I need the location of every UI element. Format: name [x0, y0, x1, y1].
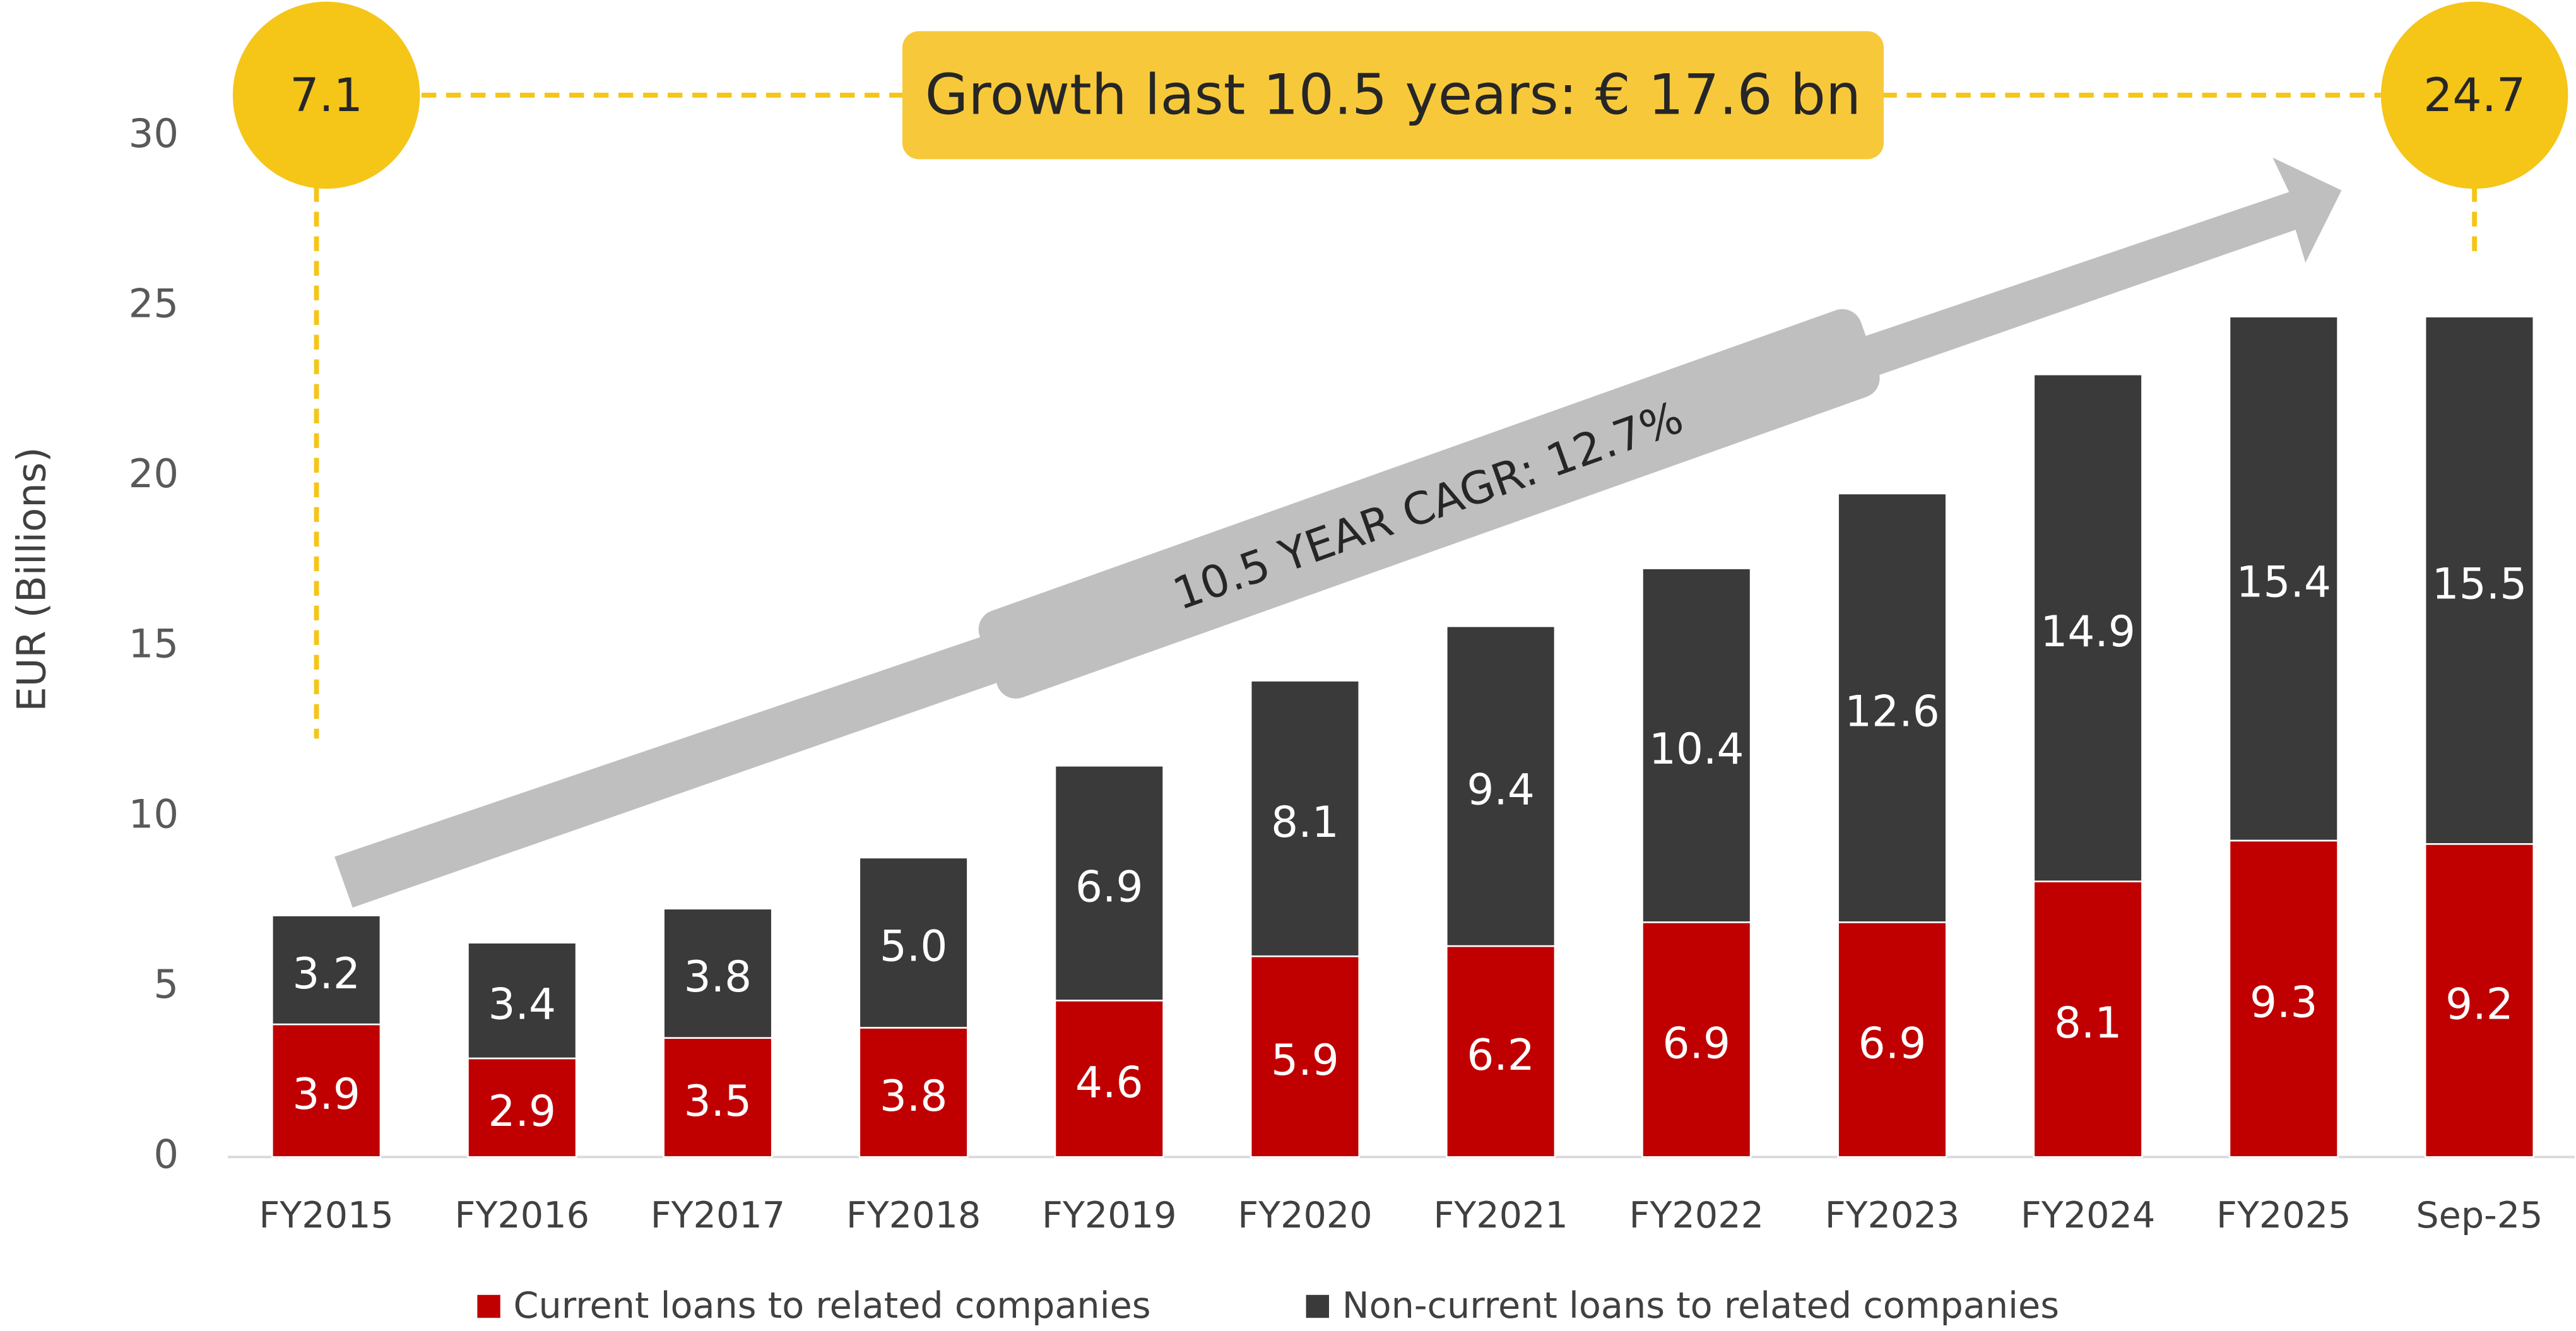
legend-swatch: [477, 1294, 500, 1318]
data-label: 4.6: [1075, 1057, 1143, 1107]
data-label: 8.1: [1271, 797, 1339, 847]
start-total: 7.1: [290, 69, 363, 122]
data-label: 6.9: [1858, 1018, 1927, 1068]
x-tick-label: FY2019: [1042, 1195, 1176, 1236]
y-tick-label: 0: [153, 1131, 179, 1177]
data-label: 3.8: [880, 1071, 948, 1121]
data-label: 2.9: [488, 1086, 557, 1136]
bar-segment: [663, 1037, 773, 1158]
data-label: 6.9: [1075, 861, 1143, 911]
data-label: 10.4: [1649, 724, 1744, 774]
data-label: 15.4: [2236, 557, 2332, 607]
start-circle: [232, 1, 420, 189]
data-label: 14.9: [2040, 606, 2136, 656]
bar-segment: [1641, 567, 1752, 923]
x-tick-label: FY2024: [2021, 1195, 2155, 1236]
bar-segment: [2228, 316, 2339, 842]
bar-segment: [1837, 921, 1947, 1158]
x-tick-label: Sep-25: [2416, 1195, 2543, 1236]
bar-segment: [2033, 373, 2143, 882]
data-label: 3.9: [292, 1069, 360, 1119]
end-circle: [2380, 1, 2568, 189]
data-label: 9.3: [2250, 978, 2318, 1027]
data-label: 6.2: [1467, 1030, 1535, 1080]
x-tick-label: FY2020: [1238, 1195, 1372, 1236]
bar-segment: [1054, 765, 1164, 1002]
bar-segment: [1250, 680, 1361, 957]
bar-segment: [1837, 492, 1947, 923]
data-label: 3.2: [292, 949, 360, 998]
y-tick-label: 20: [129, 451, 179, 497]
bar-segment: [858, 1027, 969, 1158]
growth-label: Growth last 10.5 years: € 17.6 bn: [925, 62, 1861, 127]
y-tick-label: 5: [153, 961, 179, 1007]
annotation-lines: [314, 92, 2478, 739]
y-axis-label: EUR (Billions): [8, 447, 54, 711]
bar-segment: [2228, 839, 2339, 1158]
bar-segment: [663, 908, 773, 1039]
legend-swatch: [1306, 1294, 1330, 1318]
growth-box: [902, 31, 1884, 160]
x-tick-label: FY2016: [455, 1195, 589, 1236]
x-tick-label: FY2025: [2216, 1195, 2351, 1236]
y-tick-label: 25: [129, 281, 179, 327]
end-total: 24.7: [2423, 69, 2526, 122]
y-tick-label: 10: [129, 791, 179, 837]
bar-segment: [1446, 625, 1556, 947]
legend-label: Current loans to related companies: [514, 1285, 1151, 1327]
data-label: 3.5: [684, 1076, 752, 1126]
bar-segment: [1250, 955, 1361, 1158]
bar-segment: [858, 856, 969, 1029]
x-tick-label: FY2018: [846, 1195, 981, 1236]
bar-segment: [271, 914, 382, 1026]
y-tick-label: 30: [129, 110, 179, 157]
data-label: 5.9: [1271, 1035, 1339, 1085]
cagr-label: 10.5 YEAR CAGR: 12.7%: [1166, 391, 1689, 620]
bar-segment: [1054, 1000, 1164, 1158]
legend-label: Non-current loans to related companies: [1342, 1285, 2059, 1327]
data-label: 9.4: [1467, 765, 1535, 815]
bar-segment: [2424, 316, 2535, 845]
bar-segment: [1446, 945, 1556, 1158]
data-label: 3.8: [684, 952, 752, 1002]
bar-segment: [2424, 843, 2535, 1158]
bar-segment: [467, 942, 577, 1060]
y-tick-label: 15: [129, 621, 179, 667]
data-label: 15.5: [2432, 559, 2527, 608]
data-label: 5.0: [880, 921, 948, 971]
bar-segment: [2033, 880, 2143, 1158]
x-tick-label: FY2021: [1433, 1195, 1568, 1236]
arrow-label-box: [978, 309, 1880, 699]
x-tick-label: FY2017: [651, 1195, 785, 1236]
x-tick-label: FY2015: [259, 1195, 393, 1236]
x-tick-label: FY2023: [1825, 1195, 1959, 1236]
data-label: 9.2: [2445, 979, 2514, 1029]
data-label: 8.1: [2054, 998, 2122, 1048]
x-tick-label: FY2022: [1629, 1195, 1764, 1236]
data-label: 3.4: [488, 979, 557, 1029]
bar-segment: [1641, 921, 1752, 1158]
data-label: 12.6: [1845, 687, 1940, 736]
data-label: 6.9: [1663, 1018, 1731, 1068]
